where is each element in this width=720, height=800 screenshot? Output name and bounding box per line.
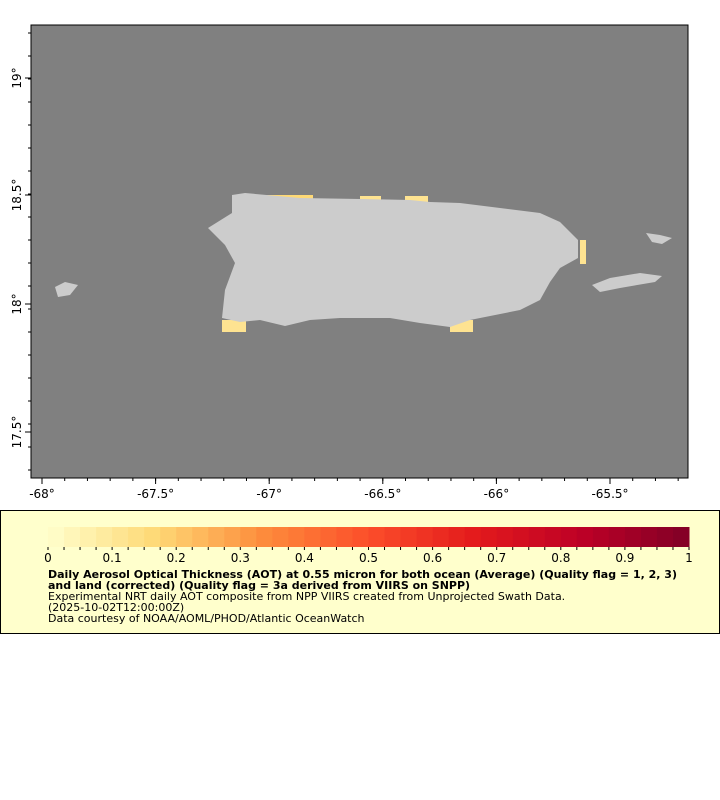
colorbar-segment (160, 527, 177, 547)
colorbar-segment (304, 527, 321, 547)
colorbar-segment (576, 527, 594, 547)
colorbar-segment (192, 527, 209, 547)
legend-title: Daily Aerosol Optical Thickness (AOT) at… (48, 568, 677, 592)
colorbar-tick-label: 0.3 (231, 551, 250, 565)
colorbar-tick-label: 0.5 (359, 551, 378, 565)
legend-time: (2025-10-02T12:00:00Z) (48, 601, 185, 614)
colorbar-segment (96, 527, 113, 547)
x-axis: -68° -67.5° -67° -66.5° -66° -65.5° (29, 478, 679, 501)
colorbar-segment (592, 527, 610, 547)
colorbar-tick-label: 0 (44, 551, 52, 565)
colorbar-tick-label: 1 (685, 551, 693, 565)
colorbar-segment (496, 527, 514, 547)
x-tick-label: -66° (484, 487, 510, 501)
x-tick-label: -66.5° (364, 487, 401, 501)
colorbar-segment (272, 527, 289, 547)
colorbar-segment (224, 527, 241, 547)
x-tick-label: -67° (256, 487, 282, 501)
colorbar-segment (64, 527, 81, 547)
culebra-land (646, 233, 672, 244)
colorbar-tick-label: 0.9 (615, 551, 634, 565)
colorbar-segment (176, 527, 193, 547)
colorbar-tick-label: 0.1 (103, 551, 122, 565)
colorbar-tick-label: 0.6 (423, 551, 442, 565)
colorbar-segment (464, 527, 482, 547)
colorbar-segment (256, 527, 273, 547)
y-tick-label: 17.5° (10, 416, 24, 449)
colorbar-segment (336, 527, 353, 547)
x-tick-label: -67.5° (137, 487, 174, 501)
colorbar-segment (128, 527, 145, 547)
colorbar-segment (368, 527, 386, 547)
map: -68° -67.5° -67° -66.5° -66° -65.5° 19°18.5°1… (10, 24, 689, 501)
y-tick-label: 18.5° (10, 179, 24, 212)
colorbar-segment (48, 527, 65, 547)
colorbar-segment (672, 527, 690, 547)
colorbar-segment (432, 527, 450, 547)
legend: 0 0.1 0.2 0.3 0.4 0.5 0.6 0.7 0.8 0.9 1 Daily Aero… (0, 510, 720, 634)
colorbar-segment (448, 527, 466, 547)
colorbar-tick-label: 0.8 (551, 551, 570, 565)
colorbar-segment (624, 527, 642, 547)
colorbar-segment (112, 527, 129, 547)
y-axis: 19° 18.5° 18° 17.5° (10, 32, 31, 471)
colorbar-segment (560, 527, 578, 547)
colorbar-segment (288, 527, 305, 547)
colorbar-segment (384, 527, 402, 547)
colorbar: 0 0.1 0.2 0.3 0.4 0.5 0.6 0.7 0.8 0.9 1 (44, 527, 693, 565)
mona-island-land (55, 282, 78, 297)
legend-subtitle: Experimental NRT daily AOT composite fro… (48, 590, 566, 603)
colorbar-segment (544, 527, 562, 547)
colorbar-segment (640, 527, 658, 547)
colorbar-segment (240, 527, 257, 547)
y-tick-label: 18° (10, 293, 24, 314)
vieques-land (592, 273, 662, 292)
colorbar-segment (480, 527, 498, 547)
x-tick-label: -65.5° (591, 487, 628, 501)
colorbar-tick-label: 0.7 (487, 551, 506, 565)
puerto-rico-land (208, 193, 578, 327)
y-tick-label: 19° (10, 67, 24, 88)
legend-credit: Data courtesy of NOAA/AOML/PHOD/Atlantic… (48, 612, 365, 625)
colorbar-tick-label: 0.2 (167, 551, 186, 565)
colorbar-segment (352, 527, 369, 547)
colorbar-segment (320, 527, 337, 547)
colorbar-segment (80, 527, 97, 547)
colorbar-segment (528, 527, 546, 547)
colorbar-segment (512, 527, 530, 547)
colorbar-segment (656, 527, 674, 547)
colorbar-segment (400, 527, 418, 547)
colorbar-segment (416, 527, 434, 547)
colorbar-tick-label: 0.4 (295, 551, 314, 565)
x-tick-label: -68° (29, 487, 55, 501)
colorbar-segment (144, 527, 161, 547)
colorbar-segment (608, 527, 626, 547)
colorbar-segment (208, 527, 225, 547)
land (55, 193, 672, 327)
